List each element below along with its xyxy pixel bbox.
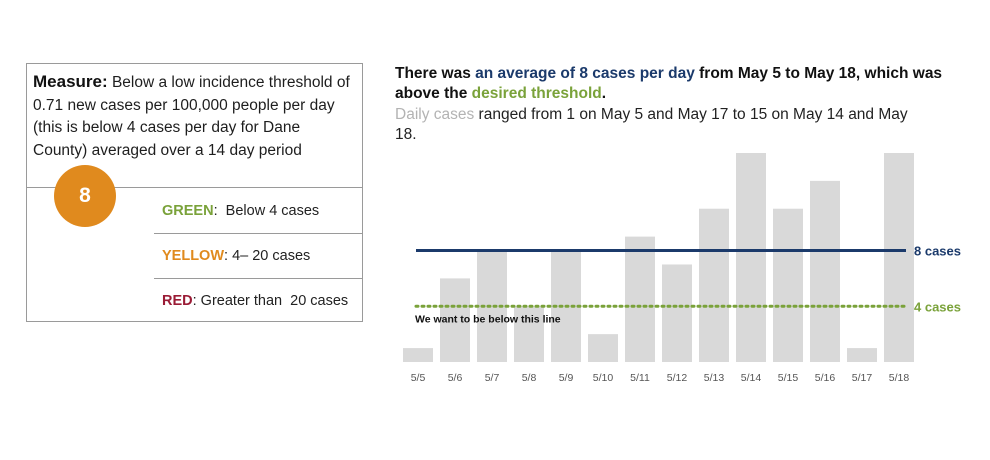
- reference-line-label: 4 cases: [914, 299, 961, 314]
- x-tick-label: 5/10: [593, 372, 614, 384]
- status-value: 8: [79, 184, 91, 207]
- bar-5/15: [773, 208, 803, 362]
- reference-line-label: 8 cases: [914, 244, 961, 259]
- level-red-sep: :: [192, 292, 197, 309]
- level-yellow-desc: 4– 20 cases: [228, 248, 311, 264]
- bar-5/13: [699, 208, 729, 362]
- x-tick-label: 5/14: [741, 372, 762, 384]
- headline-threshold: desired threshold: [471, 85, 602, 102]
- measure-description: Measure: Below a low incidence threshold…: [27, 64, 362, 188]
- headline-average: an average of 8 cases per day: [475, 65, 695, 82]
- headline-part-3: from May 5 to May 18, which was above th…: [395, 65, 943, 102]
- bar-5/8: [514, 306, 544, 362]
- level-green-desc: Below 4 cases: [217, 203, 320, 219]
- level-red-name: RED: [162, 292, 193, 309]
- x-tick-label: 5/5: [411, 372, 426, 384]
- measure-text: Below a low incidence threshold of 0.71 …: [33, 74, 350, 159]
- level-green-name: GREEN: [162, 203, 214, 219]
- bar-5/11: [625, 236, 655, 362]
- level-yellow-name: YELLOW: [162, 248, 225, 264]
- measure-label: Measure:: [33, 72, 108, 91]
- subtext-rest: ranged from 1 on May 5 and May 17 to 15 …: [395, 106, 908, 143]
- bar-5/6: [440, 278, 470, 362]
- x-tick-label: 5/12: [667, 372, 688, 384]
- x-tick-label: 5/16: [815, 372, 836, 384]
- x-tick-label: 5/13: [704, 372, 725, 384]
- bar-5/12: [662, 264, 692, 362]
- x-tick-label: 5/11: [630, 372, 650, 384]
- bar-5/16: [810, 180, 840, 362]
- x-tick-label: 5/8: [522, 372, 537, 384]
- level-yellow-sep: :: [224, 248, 229, 264]
- level-green-sep: :: [213, 203, 218, 219]
- bar-5/5: [403, 348, 433, 362]
- level-red: RED: Greater than 20 cases: [154, 279, 363, 322]
- headline-part-5: .: [601, 85, 607, 102]
- bar-5/17: [847, 348, 877, 362]
- status-value-badge: 8: [54, 165, 116, 227]
- x-tick-label: 5/15: [778, 372, 799, 384]
- x-tick-label: 5/6: [448, 372, 463, 384]
- measure-box: Measure: Below a low incidence threshold…: [26, 63, 363, 322]
- x-tick-label: 5/9: [559, 372, 574, 384]
- level-green: GREEN: Below 4 cases: [154, 189, 363, 234]
- chart-headline: There was an average of 8 cases per day …: [395, 64, 955, 104]
- threshold-annotation: We want to be below this line: [415, 313, 561, 325]
- bar-5/14: [736, 153, 766, 362]
- x-tick-label: 5/18: [889, 372, 910, 384]
- chart-subtext: Daily cases ranged from 1 on May 5 and M…: [395, 105, 925, 145]
- headline-part-1: There was: [395, 65, 476, 82]
- level-yellow: YELLOW: 4– 20 cases: [154, 234, 363, 279]
- subtext-lead: Daily cases: [395, 106, 475, 123]
- x-tick-label: 5/7: [485, 372, 500, 384]
- bar-5/18: [884, 153, 914, 362]
- x-tick-label: 5/17: [852, 372, 873, 384]
- bar-5/10: [588, 334, 618, 362]
- level-red-desc: Greater than 20 cases: [196, 292, 349, 309]
